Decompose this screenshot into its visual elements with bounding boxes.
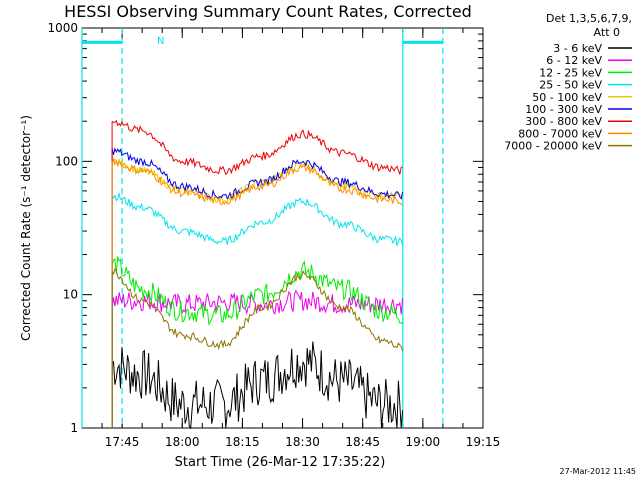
- series-line-3-6-kev: [111, 341, 404, 430]
- x-tick-label: 17:45: [105, 435, 140, 449]
- series-line-100-300-kev: [111, 147, 404, 428]
- y-axis-label: Corrected Count Rate (s⁻¹ detector⁻¹): [19, 115, 33, 341]
- footer-timestamp: 27-Mar-2012 11:45: [560, 467, 637, 476]
- chart-title: HESSI Observing Summary Count Rates, Cor…: [64, 2, 472, 21]
- series-line-12-25-kev: [111, 256, 403, 428]
- series-line-800-7000-kev: [111, 157, 403, 428]
- legend-label: 6 - 12 keV: [546, 54, 602, 67]
- night-marker-label: N: [157, 36, 164, 47]
- legend-label: 100 - 300 keV: [525, 103, 602, 116]
- x-tick-label: 18:15: [225, 435, 260, 449]
- legend-label: 800 - 7000 keV: [518, 127, 602, 140]
- x-axis: 17:45 18:00 18:15 18:30 18:45 19:00 19:15: [81, 28, 501, 449]
- series-line-7000-20000-kev: [111, 267, 404, 428]
- x-axis-label: Start Time (26-Mar-12 17:35:22): [175, 455, 386, 470]
- y-tick-label: 10: [63, 288, 78, 302]
- legend-label: 3 - 6 keV: [553, 42, 602, 55]
- legend-label: 25 - 50 keV: [539, 79, 602, 92]
- legend-label: 12 - 25 keV: [539, 66, 602, 79]
- y-tick-label: 1: [70, 421, 78, 435]
- x-tick-label: 19:00: [406, 435, 441, 449]
- legend-label: 300 - 800 keV: [525, 115, 602, 128]
- x-tick-label: 18:45: [345, 435, 380, 449]
- series-line-300-800-kev: [111, 119, 403, 428]
- legend-label: 50 - 100 keV: [532, 91, 602, 104]
- x-tick-label: 18:00: [165, 435, 200, 449]
- x-tick-label: 19:15: [466, 435, 501, 449]
- series-line-6-12-kev: [111, 289, 404, 428]
- y-tick-label: 100: [55, 154, 78, 168]
- legend-header-line2: Att 0: [594, 26, 620, 39]
- legend-label: 7000 - 20000 keV: [504, 140, 602, 153]
- x-tick-label: 18:30: [285, 435, 320, 449]
- y-axis: 1 10 100 1000: [47, 21, 483, 435]
- legend-header-line1: Det 1,3,5,6,7,9,: [546, 12, 632, 25]
- series-line-25-50-kev: [111, 191, 404, 428]
- time-markers: [81, 28, 444, 428]
- series-lines: [111, 119, 404, 430]
- y-tick-label: 1000: [47, 21, 78, 35]
